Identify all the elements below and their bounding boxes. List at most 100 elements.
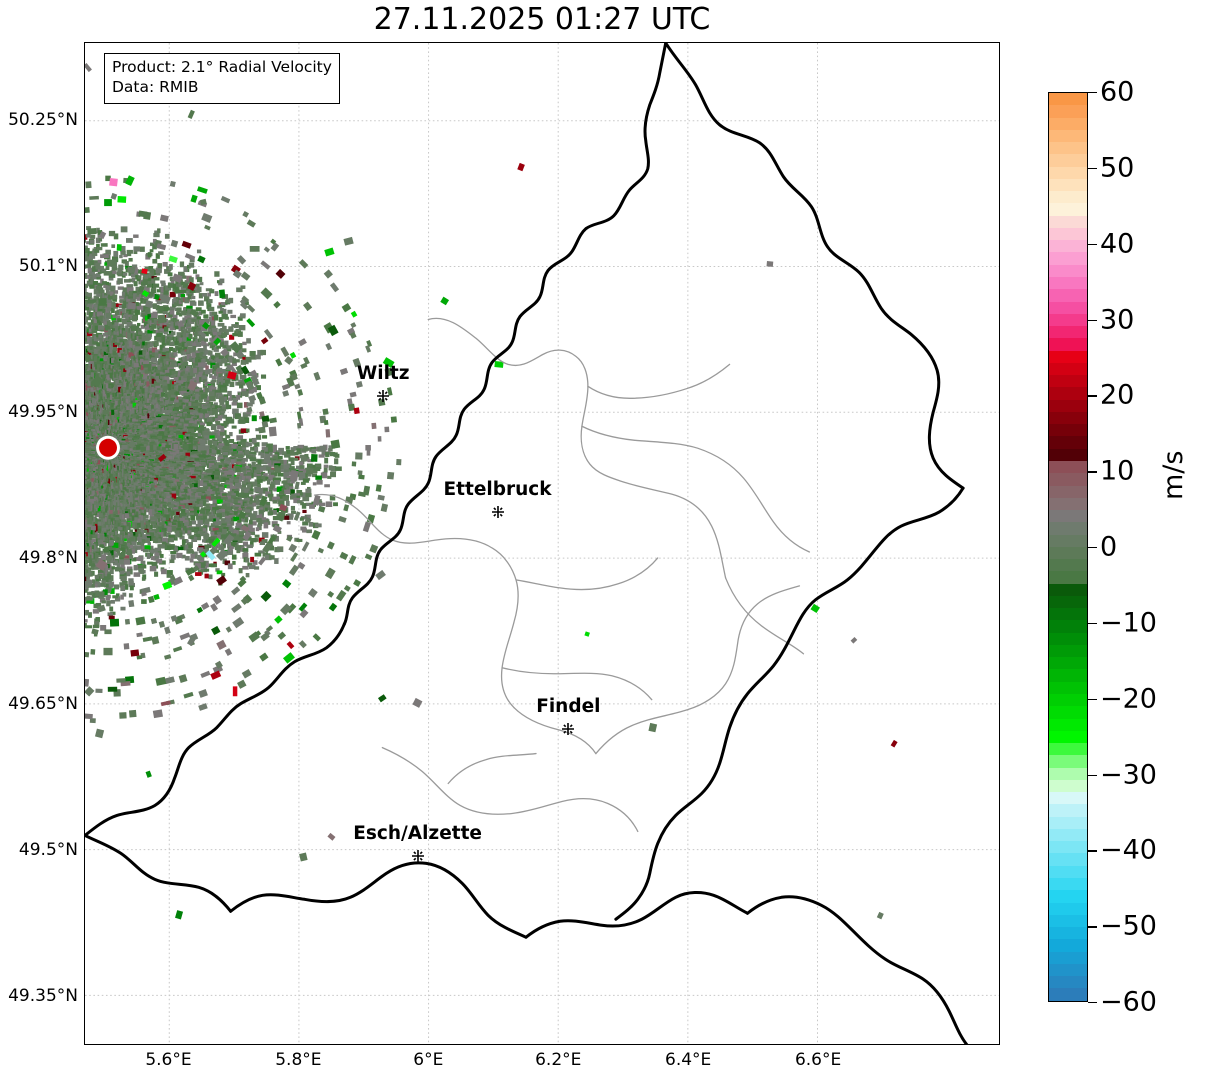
radar-echo-cell	[209, 453, 217, 457]
radar-echo-cell	[190, 488, 197, 495]
radar-echo-cell	[182, 505, 190, 510]
radar-echo-cell	[307, 459, 314, 463]
radar-echo-cell	[272, 499, 278, 504]
radar-echo-cell	[224, 464, 230, 469]
radar-echo-cell	[293, 497, 300, 504]
radar-echo-cell	[256, 479, 263, 483]
radar-echo-cell	[240, 464, 247, 468]
radar-echo-cell	[196, 475, 202, 479]
map-plot-area[interactable]: Product: 2.1° Radial Velocity Data: RMIB…	[84, 42, 1000, 1045]
radar-echo-cell	[85, 622, 87, 629]
radar-echo-cell	[119, 582, 124, 588]
radar-echo-cell	[169, 466, 175, 472]
radar-echo-cell	[235, 526, 241, 530]
radar-echo-cell	[274, 467, 281, 474]
radar-echo-cell	[292, 457, 299, 461]
radar-echo-cell	[169, 490, 176, 496]
radar-echo-cell	[226, 482, 233, 487]
radar-echo-cell	[254, 446, 259, 453]
radar-echo-cell	[256, 505, 262, 510]
radar-echo-cell	[85, 568, 91, 573]
radar-echo-cell	[85, 499, 87, 505]
radar-echo-cell	[213, 534, 221, 539]
radar-echo-cell	[94, 521, 102, 526]
radar-echo-cell	[302, 528, 307, 533]
radar-echo-cell	[161, 568, 167, 575]
radar-echo-cell	[207, 446, 212, 451]
radar-echo-cell	[85, 569, 89, 574]
radar-echo-cell	[166, 502, 171, 507]
radar-echo-cell	[138, 568, 145, 574]
radar-echo-cell	[85, 508, 87, 514]
radar-echo-cell	[269, 483, 275, 490]
radar-echo-cell	[203, 536, 209, 540]
radar-echo-cell	[85, 589, 88, 593]
radar-echo-cell	[250, 531, 256, 536]
radar-echo-cell	[195, 455, 200, 459]
radar-echo-cell	[215, 530, 222, 534]
radar-echo-cell	[247, 483, 252, 489]
radar-echo-cell	[149, 491, 155, 495]
radar-echo-cell	[94, 621, 100, 628]
radar-echo-cell	[85, 546, 90, 551]
radar-echo-cell	[233, 450, 238, 455]
radar-echo-cell	[141, 577, 146, 581]
radar-echo-cell	[195, 463, 201, 469]
radar-echo-cell	[191, 483, 198, 489]
radar-echo-cell	[244, 509, 251, 514]
radar-echo-cell	[85, 477, 87, 483]
radar-echo-cell	[215, 492, 221, 498]
radar-echo-cell	[219, 469, 224, 473]
radar-echo-cell	[272, 497, 279, 502]
radar-echo-cell	[259, 466, 266, 471]
radar-echo-cell	[243, 457, 248, 462]
radar-echo-cell	[130, 512, 135, 517]
radar-echo-cell	[152, 537, 158, 544]
radar-echo-cell	[134, 496, 140, 500]
radar-echo-cell	[131, 557, 137, 562]
radar-echo-cell	[309, 504, 315, 509]
radar-echo-cell	[138, 524, 144, 529]
radar-echo-cell	[185, 567, 190, 572]
radar-echo-cell	[319, 445, 326, 452]
radar-echo-cell	[284, 469, 291, 474]
radar-echo-cell	[274, 452, 280, 456]
radar-echo-cell	[182, 450, 188, 456]
radar-echo-cell	[315, 464, 322, 470]
radar-echo-cell	[153, 487, 160, 494]
radar-echo-cell	[274, 547, 280, 553]
radar-echo-cell	[168, 537, 174, 543]
radar-echo-cell	[86, 516, 92, 523]
radar-echo-cell	[113, 584, 120, 590]
radar-echo-cell	[197, 519, 204, 525]
radar-echo-cell	[242, 565, 249, 570]
radar-echo-cell	[155, 538, 161, 544]
radar-echo-cell	[266, 478, 271, 485]
radar-echo-cell	[174, 458, 181, 463]
radar-echo-cell	[291, 510, 296, 514]
radar-echo-cell	[85, 541, 87, 546]
radar-echo-cell	[244, 465, 250, 470]
radar-echo-cell	[147, 532, 154, 538]
radar-echo-cell	[209, 486, 216, 492]
radar-echo-cell	[112, 485, 118, 490]
radar-echo-cell	[144, 520, 149, 527]
radar-echo-cell	[254, 498, 259, 504]
radar-echo-cell	[223, 484, 230, 489]
radar-echo-cell	[100, 624, 107, 631]
radar-echo-cell	[95, 553, 102, 558]
radar-echo-cell	[179, 475, 187, 481]
radar-echo-cell	[88, 477, 94, 482]
radar-echo-cell	[93, 581, 98, 587]
radar-echo-cell	[308, 521, 314, 527]
radar-echo-cell	[154, 524, 158, 529]
radar-echo-cell	[198, 549, 206, 554]
radar-echo-cell	[142, 549, 149, 553]
radar-echo-cell	[202, 528, 206, 533]
radar-echo-cell	[172, 506, 178, 511]
radar-echo-cell	[204, 573, 209, 579]
radar-echo-cell	[284, 489, 291, 495]
radar-echo-cell	[203, 506, 211, 511]
radar-echo-cell	[247, 524, 253, 530]
radar-echo-cell	[119, 552, 124, 559]
